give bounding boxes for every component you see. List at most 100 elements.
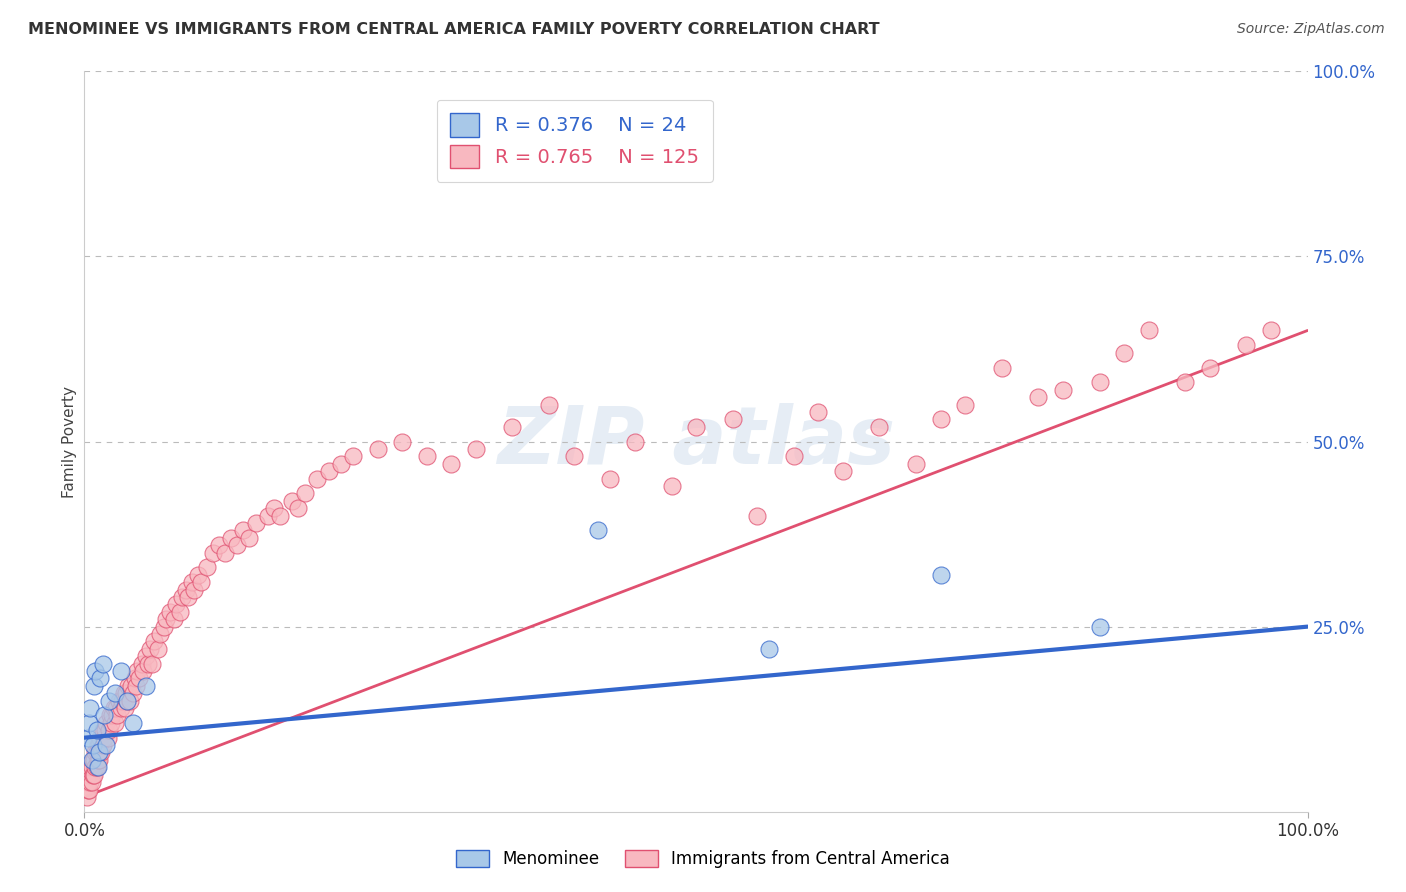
Point (97, 694, 120, 708)
Point (183, 582, 205, 597)
Point (155, 612, 177, 626)
Point (146, 641, 169, 656)
Point (122, 686, 145, 700)
Point (117, 679, 139, 693)
Point (105, 701, 128, 715)
Point (77, 782, 100, 797)
Point (1260, 324, 1282, 338)
Point (90, 746, 112, 760)
Point (110, 664, 132, 678)
Point (163, 612, 186, 626)
Point (174, 582, 197, 597)
Point (103, 701, 125, 715)
Point (89, 731, 111, 745)
Point (1236, 338, 1258, 352)
Point (905, 457, 928, 471)
Point (89, 672, 111, 686)
Point (115, 694, 138, 708)
Point (281, 493, 304, 508)
Point (783, 450, 806, 464)
Point (257, 508, 280, 523)
Point (294, 486, 316, 500)
Point (80, 775, 103, 789)
Point (238, 531, 260, 545)
Point (98, 708, 121, 723)
Point (141, 657, 163, 671)
Point (124, 672, 146, 686)
Point (79, 760, 101, 774)
Point (118, 694, 141, 708)
Point (538, 398, 561, 412)
Point (263, 501, 285, 516)
Text: MENOMINEE VS IMMIGRANTS FROM CENTRAL AMERICA FAMILY POVERTY CORRELATION CHART: MENOMINEE VS IMMIGRANTS FROM CENTRAL AME… (28, 22, 880, 37)
Point (120, 679, 142, 693)
Point (661, 479, 683, 493)
Legend: Menominee, Immigrants from Central America: Menominee, Immigrants from Central Ameri… (450, 843, 956, 875)
Point (111, 694, 134, 708)
Point (91, 657, 114, 671)
Point (93, 708, 115, 723)
Point (77, 782, 100, 797)
Point (721, 412, 744, 426)
Point (82, 753, 104, 767)
Point (440, 457, 463, 471)
Point (153, 619, 176, 633)
Point (87, 746, 110, 760)
Point (100, 715, 122, 730)
Point (201, 546, 224, 560)
Point (93, 731, 115, 745)
Point (807, 405, 830, 419)
Point (929, 412, 952, 426)
Point (96, 738, 118, 752)
Point (77, 715, 100, 730)
Point (190, 575, 212, 590)
Point (76, 789, 98, 804)
Point (330, 457, 353, 471)
Text: ZIP atlas: ZIP atlas (496, 402, 896, 481)
Point (187, 567, 209, 582)
Point (136, 657, 159, 671)
Point (1028, 390, 1050, 404)
Y-axis label: Family Poverty: Family Poverty (62, 385, 77, 498)
Point (685, 419, 707, 434)
Point (624, 434, 647, 449)
Point (305, 471, 328, 485)
Point (135, 649, 157, 664)
Point (1137, 324, 1160, 338)
Point (80, 753, 103, 767)
Point (132, 664, 155, 678)
Point (232, 524, 254, 538)
Point (747, 508, 769, 523)
Point (112, 686, 135, 700)
Point (105, 708, 128, 723)
Point (165, 598, 187, 612)
Point (1198, 360, 1220, 375)
Point (91, 738, 114, 752)
Point (84, 760, 107, 774)
Point (84, 746, 107, 760)
Point (97, 731, 120, 745)
Point (77, 767, 100, 781)
Point (87, 760, 110, 774)
Point (269, 508, 291, 523)
Point (87, 753, 110, 767)
Legend: R = 0.376    N = 24, R = 0.765    N = 125: R = 0.376 N = 24, R = 0.765 N = 125 (437, 100, 713, 182)
Point (125, 679, 148, 693)
Point (86, 723, 108, 738)
Point (149, 627, 172, 641)
Point (86, 760, 108, 774)
Point (586, 524, 609, 538)
Point (101, 708, 124, 723)
Point (83, 753, 105, 767)
Point (502, 419, 524, 434)
Point (91, 723, 114, 738)
Point (831, 464, 853, 478)
Point (214, 546, 236, 560)
Point (107, 694, 129, 708)
Point (869, 419, 891, 434)
Point (318, 464, 340, 478)
Point (135, 679, 157, 693)
Point (208, 538, 231, 552)
Point (77, 775, 100, 789)
Point (79, 701, 101, 715)
